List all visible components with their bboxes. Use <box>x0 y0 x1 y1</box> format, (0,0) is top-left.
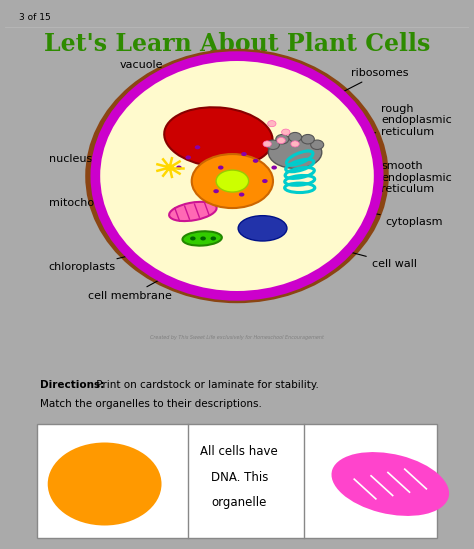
Circle shape <box>253 159 258 163</box>
Text: organelle: organelle <box>211 496 267 509</box>
Text: 3 of 15: 3 of 15 <box>18 13 50 22</box>
Circle shape <box>266 140 280 149</box>
Ellipse shape <box>164 107 273 167</box>
Circle shape <box>165 164 174 171</box>
Circle shape <box>272 166 277 170</box>
Circle shape <box>282 129 290 135</box>
Circle shape <box>263 141 272 147</box>
FancyBboxPatch shape <box>37 424 437 539</box>
Ellipse shape <box>268 136 322 169</box>
Circle shape <box>262 179 268 183</box>
Text: All cells have: All cells have <box>201 445 278 458</box>
Circle shape <box>195 145 201 149</box>
Text: nucleus: nucleus <box>49 154 153 169</box>
Circle shape <box>291 141 299 147</box>
Text: ribosomes: ribosomes <box>277 68 408 126</box>
Circle shape <box>190 237 196 240</box>
Text: rough
endoplasmic
reticulum: rough endoplasmic reticulum <box>319 104 452 150</box>
Circle shape <box>185 155 191 159</box>
Circle shape <box>201 237 206 240</box>
Circle shape <box>241 152 247 156</box>
Text: DNA. This: DNA. This <box>210 470 268 484</box>
Ellipse shape <box>182 231 222 245</box>
Circle shape <box>289 132 301 142</box>
Ellipse shape <box>331 452 449 516</box>
Circle shape <box>277 137 285 144</box>
Circle shape <box>176 166 182 170</box>
Ellipse shape <box>48 442 162 525</box>
Ellipse shape <box>238 216 287 241</box>
Text: smooth
endoplasmic
reticulum: smooth endoplasmic reticulum <box>317 161 452 194</box>
Ellipse shape <box>216 170 248 192</box>
Ellipse shape <box>169 202 217 221</box>
Ellipse shape <box>95 56 379 296</box>
Circle shape <box>239 193 245 197</box>
Text: Let's Learn About Plant Cells: Let's Learn About Plant Cells <box>44 32 430 57</box>
Text: Match the organelles to their descriptions.: Match the organelles to their descriptio… <box>39 399 262 409</box>
Circle shape <box>210 237 216 240</box>
Circle shape <box>276 135 289 144</box>
Text: mitochondria: mitochondria <box>49 198 174 208</box>
Circle shape <box>268 121 276 127</box>
Text: cell membrane: cell membrane <box>88 272 174 301</box>
Circle shape <box>310 140 324 149</box>
Circle shape <box>213 189 219 193</box>
Text: vacuole: vacuole <box>120 60 216 107</box>
Text: Directions:: Directions: <box>39 380 104 390</box>
Circle shape <box>218 166 224 170</box>
Ellipse shape <box>191 154 273 208</box>
Text: chloroplasts: chloroplasts <box>49 239 197 272</box>
Text: Created by This Sweet Life exclusively for Homeschool Encouragement: Created by This Sweet Life exclusively f… <box>150 334 324 339</box>
Text: cytoplasm: cytoplasm <box>342 207 443 227</box>
Text: cell wall: cell wall <box>339 249 417 269</box>
Circle shape <box>301 135 314 144</box>
Text: Print on cardstock or laminate for stability.: Print on cardstock or laminate for stabi… <box>93 380 319 390</box>
Text: Golgi body: Golgi body <box>240 234 300 285</box>
